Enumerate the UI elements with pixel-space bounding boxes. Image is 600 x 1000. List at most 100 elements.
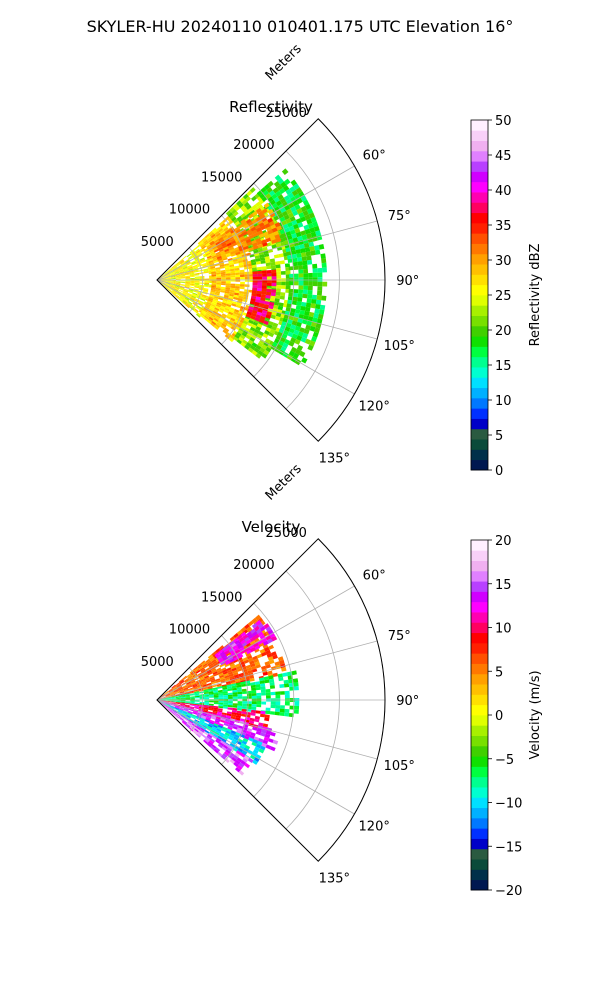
data-gate [234,734,240,739]
data-gate [282,223,289,230]
data-gate [220,678,226,682]
data-gate [213,697,219,700]
colorbar-segment [471,694,488,706]
data-gate [242,701,248,704]
data-gate [171,700,176,702]
data-gate [167,288,172,293]
data-gate [265,692,271,696]
data-gate [173,288,179,291]
data-gate [285,270,291,275]
data-gate [242,738,249,743]
data-gate [313,225,320,232]
data-gate [310,231,317,238]
data-gate [231,209,237,215]
data-gate [258,722,264,727]
data-gate [189,283,195,286]
data-gate [257,243,264,249]
data-gate [273,254,280,259]
data-gate [253,245,259,250]
data-gate [196,295,202,299]
data-gate [303,315,309,321]
data-gate [272,187,279,194]
data-gate [228,262,234,266]
data-gate [203,689,209,692]
colorbar-segment [471,212,488,224]
data-gate [191,295,196,299]
data-gate [180,703,186,705]
data-gate [232,747,238,752]
data-gate [236,231,243,236]
data-gate [174,271,180,274]
data-gate [235,304,241,309]
data-gate [164,691,169,695]
data-gate [261,291,267,295]
colorbar-segment [471,161,488,172]
data-gate [204,694,209,697]
data-gate [200,298,206,302]
data-gate [311,336,318,343]
data-gate [253,642,259,648]
data-gate [216,274,222,277]
data-gate [272,654,278,660]
sector-frame [156,538,386,862]
data-gate [229,307,235,312]
data-gate [187,713,192,717]
data-gate [240,218,246,224]
data-gate [178,708,184,712]
data-gate [169,691,175,694]
data-gate [165,274,171,277]
data-gate [213,700,219,703]
data-gate [244,762,250,769]
data-gate [211,281,217,283]
data-gate [191,304,196,309]
data-gate [228,694,233,697]
data-gate [306,320,313,326]
data-gate [228,701,233,704]
data-gate [234,309,240,313]
data-gate [217,689,223,693]
data-gate [175,282,181,284]
data-gate [193,687,198,690]
data-gate [160,694,165,698]
data-gate [260,187,267,194]
data-gate [223,695,229,698]
data-gate [169,285,175,289]
data-gate [229,720,235,724]
angle-tick-label: 90° [396,694,419,709]
data-gate [188,727,194,732]
data-gate [321,258,327,264]
data-gate [256,692,262,696]
data-gate [289,186,296,193]
data-gate [211,287,216,290]
data-gate [234,265,240,269]
data-gate [201,726,207,730]
data-gate [299,310,305,315]
data-gate [229,663,235,668]
data-gate [186,261,191,265]
data-gate [185,724,190,729]
data-gate [165,703,171,705]
data-gate [296,253,302,258]
data-gate [211,715,217,719]
data-gate [222,753,228,758]
data-gate [170,272,175,275]
data-gate [232,336,239,342]
colorbar-segment [471,233,488,244]
data-gate [205,312,211,317]
data-gate [255,628,262,635]
data-gate [180,281,186,283]
data-gate [180,697,186,699]
data-gate [261,352,268,359]
data-gate [220,290,226,293]
azimuth-gridline [156,699,378,760]
data-gate [172,290,177,295]
data-gate [303,273,309,278]
data-gate [194,281,200,283]
data-gate [251,617,258,624]
data-gate [244,646,251,652]
data-gate [228,696,233,699]
data-gate [288,292,294,297]
data-gate [244,327,250,332]
data-gate [230,285,236,289]
data-gate [191,672,197,677]
